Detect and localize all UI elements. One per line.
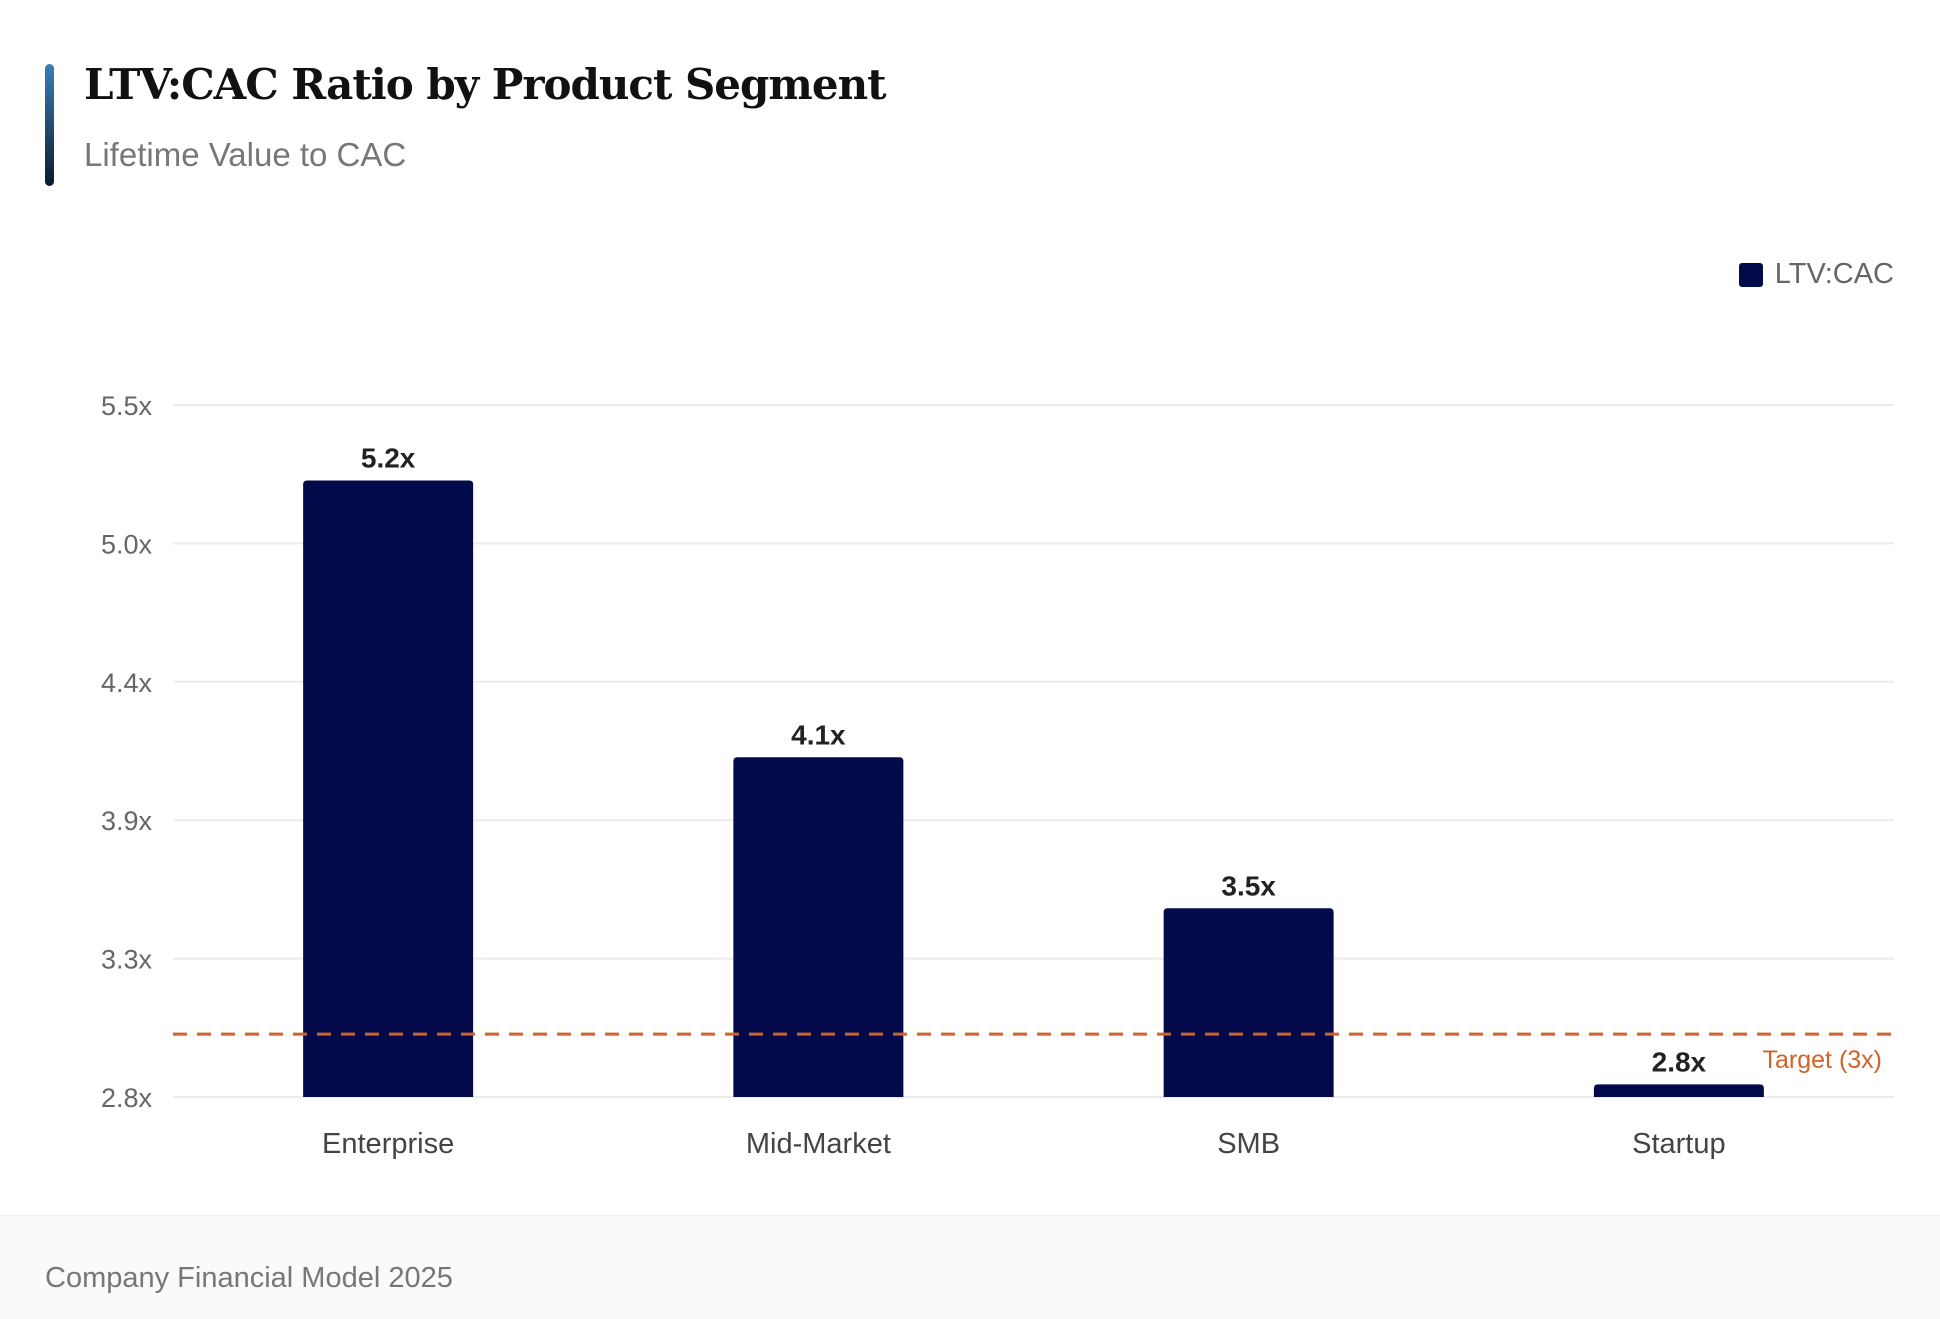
y-tick-label: 5.0x: [101, 529, 153, 559]
target-label: Target (3x): [1763, 1046, 1882, 1074]
x-tick-label: Startup: [1632, 1128, 1726, 1160]
data-label: 4.1x: [791, 719, 846, 750]
chart-title: LTV:CAC Ratio by Product Segment: [84, 60, 886, 109]
chart-area: 2.8x 3.3x 3.9x 4.4x 5.0x 5.5x 5.2x Enterprise 4.…: [101, 391, 1894, 1160]
footer-text: Company Financial Model 2025: [45, 1262, 453, 1294]
legend-swatch: [1738, 262, 1763, 287]
data-label: 5.2x: [361, 442, 416, 473]
chart-subtitle: Lifetime Value to CAC: [84, 136, 407, 173]
y-tick-label: 3.9x: [101, 806, 153, 836]
x-tick-label: SMB: [1217, 1128, 1280, 1160]
data-label: 2.8x: [1652, 1046, 1707, 1077]
footer: Company Financial Model 2025: [0, 1215, 1940, 1319]
legend: LTV:CAC: [1738, 258, 1894, 291]
bar: [1593, 1084, 1764, 1097]
y-tick-label: 3.3x: [101, 945, 153, 975]
y-tick-label: 5.5x: [101, 391, 153, 421]
bar: [1163, 908, 1334, 1097]
y-tick-label: 4.4x: [101, 668, 153, 698]
data-label: 3.5x: [1221, 870, 1276, 901]
x-tick-label: Mid-Market: [746, 1128, 891, 1160]
title-accent-bar: [45, 64, 54, 186]
bar: [733, 757, 904, 1097]
x-tick-label: Enterprise: [322, 1128, 454, 1160]
bar: [303, 480, 474, 1097]
legend-label: LTV:CAC: [1774, 258, 1894, 290]
y-tick-label: 2.8x: [101, 1083, 153, 1113]
